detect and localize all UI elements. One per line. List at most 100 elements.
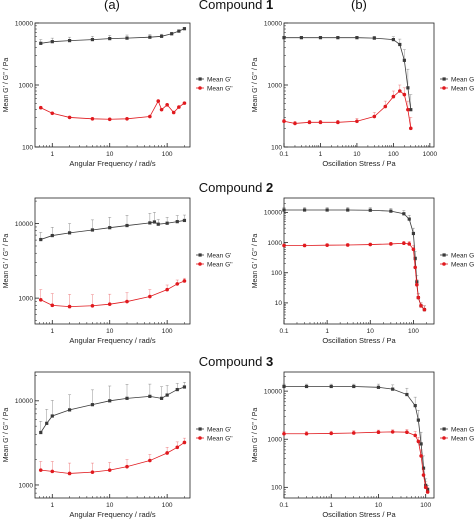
y-tick-label: 10000 <box>264 210 282 217</box>
data-point <box>407 242 412 246</box>
data-point <box>282 119 286 124</box>
data-point <box>165 287 169 292</box>
data-point <box>107 468 112 472</box>
data-point <box>38 297 43 302</box>
data-point <box>402 58 406 62</box>
data-point <box>325 208 329 212</box>
data-point <box>156 222 160 226</box>
legend: Mean G' Mean G'' <box>196 426 233 442</box>
data-point <box>416 418 420 422</box>
data-point <box>148 35 152 39</box>
data-point <box>182 218 187 223</box>
chart-2b: 0.1 1 10 100 10 100 1000 10000 Oscillation Stres… <box>252 197 474 345</box>
compound-1-heading: Compound 1 <box>198 0 274 12</box>
data-point <box>389 242 393 246</box>
data-point <box>108 226 112 230</box>
y-axis-label: Mean G' / G'' / Pa <box>252 234 259 289</box>
data-point <box>325 243 329 247</box>
series-line <box>40 280 185 308</box>
data-point <box>402 212 406 216</box>
legend-label: Mean G' <box>451 426 474 433</box>
legend: Mean G' Mean G'' <box>440 426 474 442</box>
legend-marker <box>442 427 446 431</box>
legend-marker <box>442 253 446 257</box>
legend-label: Mean G'' <box>207 261 233 268</box>
data-point <box>355 119 359 124</box>
data-point <box>413 404 417 408</box>
data-point <box>304 384 309 389</box>
x-axis-label: Oscillation Stress / Pa <box>322 159 396 168</box>
legend: Mean G' Mean G'' <box>196 76 233 92</box>
data-point <box>293 121 297 126</box>
data-point <box>299 36 303 40</box>
x-tick-label: 10 <box>353 151 361 158</box>
data-point <box>398 89 402 93</box>
x-tick-label: 100 <box>420 502 431 509</box>
x-tick-label: 100 <box>162 151 173 158</box>
y-tick-label: 100 <box>22 144 33 151</box>
data-point <box>389 209 393 213</box>
series-g-prime <box>282 36 413 112</box>
data-point <box>419 442 423 446</box>
data-point <box>67 408 72 412</box>
data-point <box>148 458 152 463</box>
data-point <box>419 304 423 308</box>
series-line <box>40 386 185 433</box>
data-point <box>50 111 55 116</box>
minor-ticks <box>35 200 185 324</box>
legend-marker <box>442 86 446 90</box>
x-tick-label: 1 <box>50 151 54 158</box>
data-point <box>67 39 72 43</box>
data-point <box>402 241 406 246</box>
minor-ticks <box>35 375 185 498</box>
data-point <box>175 387 179 392</box>
y-tick-label: 10 <box>275 300 283 307</box>
data-point <box>165 221 169 225</box>
data-point <box>125 396 129 400</box>
data-point <box>407 217 411 221</box>
data-point <box>413 433 418 438</box>
legend: Mean G' Mean G'' <box>440 76 474 92</box>
y-tick-label: 1000 <box>268 240 283 247</box>
data-point <box>50 414 54 418</box>
data-point <box>307 120 312 125</box>
legend-label: Mean G'' <box>451 85 474 92</box>
data-point <box>90 403 95 407</box>
y-tick-label: 1000 <box>19 295 34 302</box>
data-point <box>329 384 333 389</box>
data-point <box>390 430 395 434</box>
chart-3a: 1 10 100 1000 10000 Angular Frequency / rad/s… <box>3 371 233 519</box>
data-point <box>282 431 286 436</box>
data-point <box>302 243 307 248</box>
data-point <box>345 243 350 247</box>
data-point <box>372 36 376 40</box>
data-point <box>336 36 340 40</box>
data-point <box>352 384 356 389</box>
legend-marker <box>198 77 202 81</box>
data-point <box>125 464 129 469</box>
legend-label: Mean G' <box>451 76 474 83</box>
legend: Mean G' Mean G'' <box>440 252 474 268</box>
legend: Mean G' Mean G'' <box>196 252 233 268</box>
data-point <box>38 468 43 472</box>
data-point <box>405 430 409 435</box>
legend-label: Mean G'' <box>451 435 474 442</box>
data-point <box>304 431 309 436</box>
x-tick-label: 100 <box>162 502 173 509</box>
x-tick-label: 1 <box>50 328 54 335</box>
data-point <box>67 115 72 120</box>
data-point <box>148 394 152 398</box>
series-line <box>284 242 425 310</box>
data-point <box>405 392 409 397</box>
data-point <box>406 107 410 112</box>
legend-label: Mean G' <box>207 426 231 433</box>
legend-marker <box>442 436 446 440</box>
data-point <box>336 120 340 125</box>
data-point <box>282 208 286 212</box>
x-tick-label: 10 <box>375 502 383 509</box>
data-point <box>182 385 187 389</box>
x-tick-label: 10 <box>106 151 114 158</box>
data-point <box>416 295 421 300</box>
data-point <box>182 27 187 31</box>
